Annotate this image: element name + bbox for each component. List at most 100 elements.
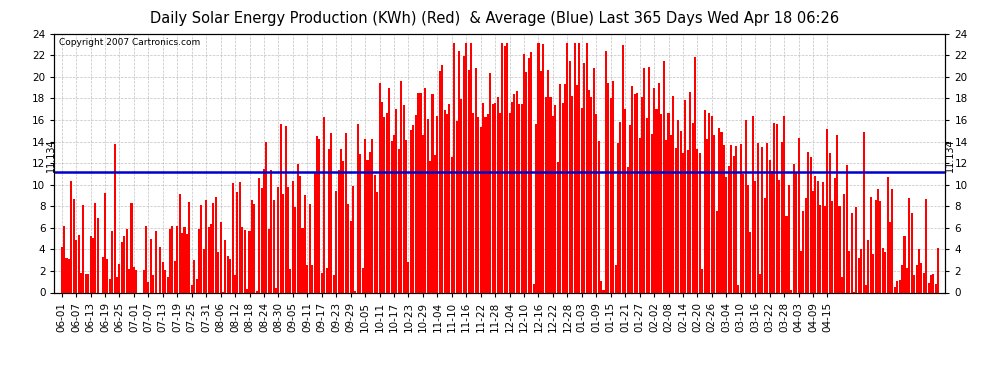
Bar [68, 259, 70, 292]
Bar [860, 249, 862, 292]
Bar [754, 180, 756, 292]
Bar [388, 88, 390, 292]
Bar [832, 201, 834, 292]
Bar [706, 138, 708, 292]
Bar [901, 265, 903, 292]
Bar [551, 116, 554, 292]
Bar [455, 122, 457, 292]
Text: Daily Solar Energy Production (KWh) (Red)  & Average (Blue) Last 365 Days Wed Ap: Daily Solar Energy Production (KWh) (Red… [150, 11, 840, 26]
Bar [721, 132, 723, 292]
Bar [63, 226, 65, 292]
Bar [347, 204, 349, 292]
Bar [819, 205, 822, 292]
Bar [154, 231, 156, 292]
Bar [111, 231, 113, 292]
Bar [504, 46, 506, 292]
Bar [331, 133, 333, 292]
Bar [439, 71, 441, 292]
Text: 11.134: 11.134 [945, 139, 955, 172]
Bar [586, 43, 588, 292]
Bar [867, 240, 869, 292]
Bar [930, 275, 932, 292]
Bar [862, 132, 864, 292]
Bar [376, 192, 378, 292]
Bar [306, 265, 308, 292]
Bar [410, 129, 412, 292]
Bar [716, 211, 718, 292]
Bar [131, 203, 133, 292]
Bar [412, 124, 414, 292]
Bar [935, 284, 937, 292]
Bar [766, 143, 768, 292]
Bar [793, 165, 795, 292]
Bar [511, 102, 513, 292]
Bar [85, 274, 87, 292]
Bar [918, 249, 920, 292]
Bar [70, 181, 72, 292]
Bar [391, 141, 393, 292]
Bar [533, 284, 535, 292]
Bar [145, 226, 147, 292]
Bar [349, 221, 351, 292]
Bar [328, 149, 330, 292]
Bar [148, 282, 149, 292]
Bar [773, 123, 775, 292]
Bar [215, 197, 217, 292]
Bar [549, 97, 551, 292]
Bar [164, 270, 166, 292]
Bar [896, 280, 898, 292]
Bar [718, 128, 720, 292]
Bar [272, 200, 274, 292]
Bar [516, 91, 518, 292]
Bar [136, 270, 138, 292]
Bar [314, 173, 316, 292]
Bar [523, 54, 525, 292]
Bar [253, 204, 255, 292]
Bar [280, 124, 282, 292]
Bar [213, 204, 215, 292]
Bar [356, 124, 359, 292]
Bar [795, 172, 797, 292]
Bar [889, 222, 891, 292]
Bar [166, 277, 168, 292]
Bar [776, 124, 778, 292]
Bar [244, 230, 246, 292]
Bar [354, 291, 356, 292]
Bar [453, 43, 455, 292]
Bar [499, 114, 501, 292]
Bar [383, 117, 385, 292]
Bar [605, 51, 607, 292]
Bar [908, 198, 911, 292]
Bar [704, 110, 706, 292]
Bar [617, 143, 619, 292]
Bar [730, 145, 733, 292]
Bar [198, 229, 200, 292]
Bar [879, 201, 881, 292]
Bar [687, 150, 689, 292]
Bar [561, 103, 563, 292]
Bar [378, 83, 380, 292]
Bar [369, 153, 371, 292]
Bar [899, 280, 901, 292]
Bar [802, 210, 805, 292]
Bar [304, 195, 306, 292]
Bar [667, 113, 669, 292]
Bar [309, 204, 311, 292]
Bar [299, 176, 301, 292]
Bar [263, 169, 265, 292]
Bar [398, 149, 400, 292]
Bar [785, 216, 787, 292]
Bar [598, 141, 600, 292]
Bar [340, 150, 342, 292]
Bar [482, 104, 484, 292]
Bar [807, 152, 809, 292]
Bar [242, 227, 244, 292]
Bar [543, 44, 545, 292]
Bar [393, 135, 395, 292]
Bar [183, 227, 185, 292]
Bar [265, 142, 267, 292]
Bar [709, 113, 711, 292]
Bar [225, 240, 227, 292]
Bar [518, 104, 520, 292]
Bar [696, 149, 698, 292]
